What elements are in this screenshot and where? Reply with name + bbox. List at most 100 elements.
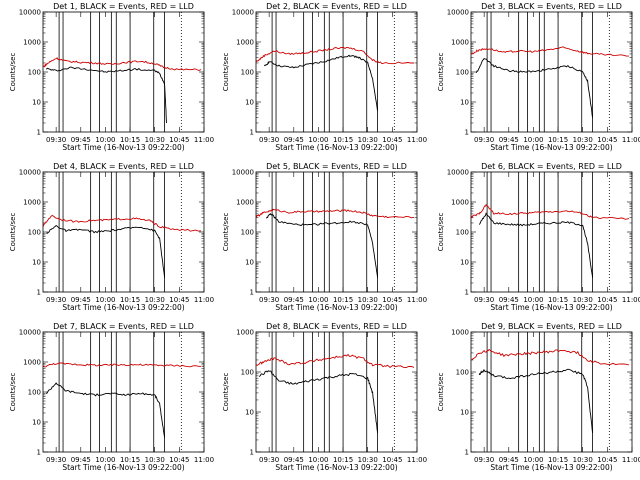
x-tick-label: 11:00: [622, 456, 640, 464]
y-axis-label: Counts/sec: [9, 373, 17, 412]
x-tick-label: 09:45: [284, 136, 304, 144]
y-tick-label: 100: [241, 369, 254, 377]
plot-frame: [255, 331, 418, 453]
y-axis-label: Counts/sec: [437, 213, 445, 252]
x-tick-label: 09:45: [71, 136, 91, 144]
y-tick-label: 10000: [232, 9, 254, 17]
x-tick-label: 10:45: [169, 136, 189, 144]
y-tick-label: 10: [460, 259, 469, 267]
series-line-events: [263, 54, 379, 112]
x-tick-label: 09:30: [474, 456, 494, 464]
x-tick-label: 09:45: [499, 296, 519, 304]
panel-det-3: Det 3, BLACK = Events, RED = LLD 1 10 100 10…: [437, 2, 640, 152]
y-tick-label: 10000: [447, 169, 469, 177]
x-tick-label: 10:15: [548, 296, 568, 304]
y-tick-label: 1000: [451, 39, 469, 47]
y-tick-label: 100: [241, 229, 254, 237]
panel-title: Det 8, BLACK = Events, RED = LLD: [266, 322, 407, 331]
series-line-events: [45, 382, 166, 438]
x-tick-label: 09:45: [284, 456, 304, 464]
y-tick-label: 10: [245, 259, 254, 267]
x-tick-label: 10:15: [120, 136, 140, 144]
x-tick-label: 10:30: [573, 456, 593, 464]
x-tick-label: 10:30: [358, 456, 378, 464]
x-axis-label: Start Time (16-Nov-13 09:22:00): [490, 463, 612, 472]
y-tick-label: 100: [456, 229, 469, 237]
x-tick-label: 10:15: [120, 456, 140, 464]
y-axis-label: Counts/sec: [437, 373, 445, 412]
x-tick-label: 11:00: [194, 136, 214, 144]
x-tick-label: 10:00: [95, 136, 115, 144]
series-line-lld: [256, 353, 415, 368]
y-tick-label: 1: [465, 289, 469, 297]
y-tick-label: 1: [250, 129, 254, 137]
x-tick-label: 11:00: [622, 136, 640, 144]
y-tick-label: 10000: [19, 329, 41, 337]
y-tick-label: 1000: [236, 199, 254, 207]
x-tick-label: 09:45: [499, 456, 519, 464]
y-tick-label: 1000: [236, 329, 254, 337]
y-tick-label: 1: [250, 289, 254, 297]
series-line-lld: [43, 362, 201, 368]
panel-det-7: Det 7, BLACK = Events, RED = LLD 1 10 100 10…: [9, 322, 214, 472]
y-tick-label: 10: [32, 259, 41, 267]
x-tick-label: 10:30: [573, 296, 593, 304]
y-tick-label: 10: [245, 99, 254, 107]
y-tick-label: 10: [245, 409, 254, 417]
x-tick-label: 10:15: [548, 136, 568, 144]
panel-title: Det 4, BLACK = Events, RED = LLD: [53, 162, 194, 171]
x-tick-label: 09:30: [259, 136, 279, 144]
series-line-events: [258, 370, 379, 433]
x-tick-label: 09:45: [499, 136, 519, 144]
y-tick-label: 1: [37, 449, 41, 457]
x-tick-label: 09:30: [259, 296, 279, 304]
panel-title: Det 1, BLACK = Events, RED = LLD: [53, 2, 194, 11]
x-tick-label: 10:30: [358, 136, 378, 144]
y-axis-label: Counts/sec: [222, 213, 230, 252]
y-tick-label: 100: [28, 229, 41, 237]
series-line-lld: [470, 203, 630, 220]
x-tick-label: 10:45: [382, 296, 402, 304]
x-axis-label: Start Time (16-Nov-13 09:22:00): [275, 463, 397, 472]
x-tick-label: 10:45: [597, 296, 617, 304]
x-axis-label: Start Time (16-Nov-13 09:22:00): [62, 303, 184, 312]
x-tick-label: 09:30: [474, 136, 494, 144]
plot-frame: [42, 171, 205, 293]
series-line-lld: [470, 46, 629, 57]
x-tick-label: 10:15: [333, 456, 353, 464]
plot-frame: [470, 331, 633, 453]
plot-frame: [255, 11, 418, 133]
y-axis-label: Counts/sec: [437, 53, 445, 92]
panel-det-5: Det 5, BLACK = Events, RED = LLD 1 10 100 10…: [222, 162, 427, 312]
x-tick-label: 10:00: [523, 136, 543, 144]
x-axis-label: Start Time (16-Nov-13 09:22:00): [490, 143, 612, 152]
panel-det-1: Det 1, BLACK = Events, RED = LLD 1 10 100 10…: [9, 2, 214, 152]
y-tick-label: 1000: [23, 359, 41, 367]
series-line-events: [478, 212, 594, 278]
x-tick-label: 10:00: [308, 456, 328, 464]
y-tick-label: 1000: [451, 329, 469, 337]
x-tick-label: 09:30: [259, 456, 279, 464]
y-tick-label: 10: [32, 419, 41, 427]
y-tick-label: 1000: [23, 39, 41, 47]
y-axis-label: Counts/sec: [9, 213, 17, 252]
x-tick-label: 10:00: [523, 456, 543, 464]
x-tick-label: 10:45: [382, 136, 402, 144]
plot-frame: [42, 331, 205, 453]
x-axis-label: Start Time (16-Nov-13 09:22:00): [490, 303, 612, 312]
panel-title: Det 6, BLACK = Events, RED = LLD: [481, 162, 622, 171]
series-line-lld: [255, 46, 414, 65]
series-line-lld: [471, 348, 630, 366]
x-axis-label: Start Time (16-Nov-13 09:22:00): [275, 303, 397, 312]
x-tick-label: 10:15: [333, 136, 353, 144]
x-tick-label: 10:45: [597, 136, 617, 144]
x-tick-label: 09:45: [71, 296, 91, 304]
y-tick-label: 1000: [236, 39, 254, 47]
panel-det-4: Det 4, BLACK = Events, RED = LLD 1 10 100 10…: [9, 162, 214, 312]
panel-title: Det 3, BLACK = Events, RED = LLD: [481, 2, 622, 11]
series-line-lld: [255, 208, 415, 219]
series-line-events: [45, 66, 167, 124]
x-tick-label: 10:15: [120, 296, 140, 304]
y-tick-label: 100: [28, 69, 41, 77]
panel-det-9: Det 9, BLACK = Events, RED = LLD 1 10 100 10…: [437, 322, 640, 472]
